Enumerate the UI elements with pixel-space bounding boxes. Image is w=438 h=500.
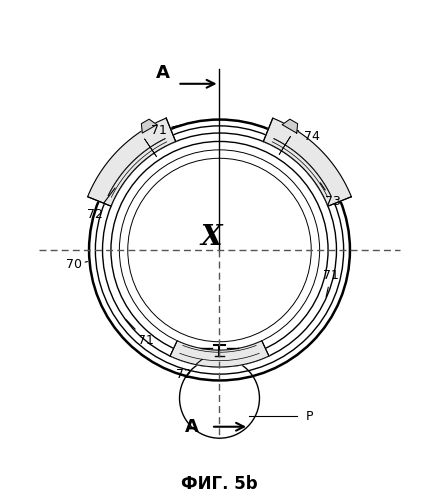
Text: X: X <box>200 224 221 251</box>
Text: 71: 71 <box>125 319 153 347</box>
Polygon shape <box>88 118 175 206</box>
Polygon shape <box>282 119 297 133</box>
Text: 70: 70 <box>66 258 87 271</box>
Text: 71: 71 <box>322 268 338 296</box>
Text: A: A <box>185 418 199 436</box>
Text: 73: 73 <box>320 183 340 208</box>
Text: 71: 71 <box>150 124 183 136</box>
Polygon shape <box>263 118 350 206</box>
Polygon shape <box>170 341 268 367</box>
Text: A: A <box>155 64 169 82</box>
Text: 74: 74 <box>297 130 319 143</box>
Text: ФИГ. 5b: ФИГ. 5b <box>181 474 257 492</box>
Text: P: P <box>305 410 313 422</box>
Polygon shape <box>141 119 156 133</box>
Text: 72: 72 <box>87 188 115 220</box>
Text: 72: 72 <box>175 359 202 380</box>
